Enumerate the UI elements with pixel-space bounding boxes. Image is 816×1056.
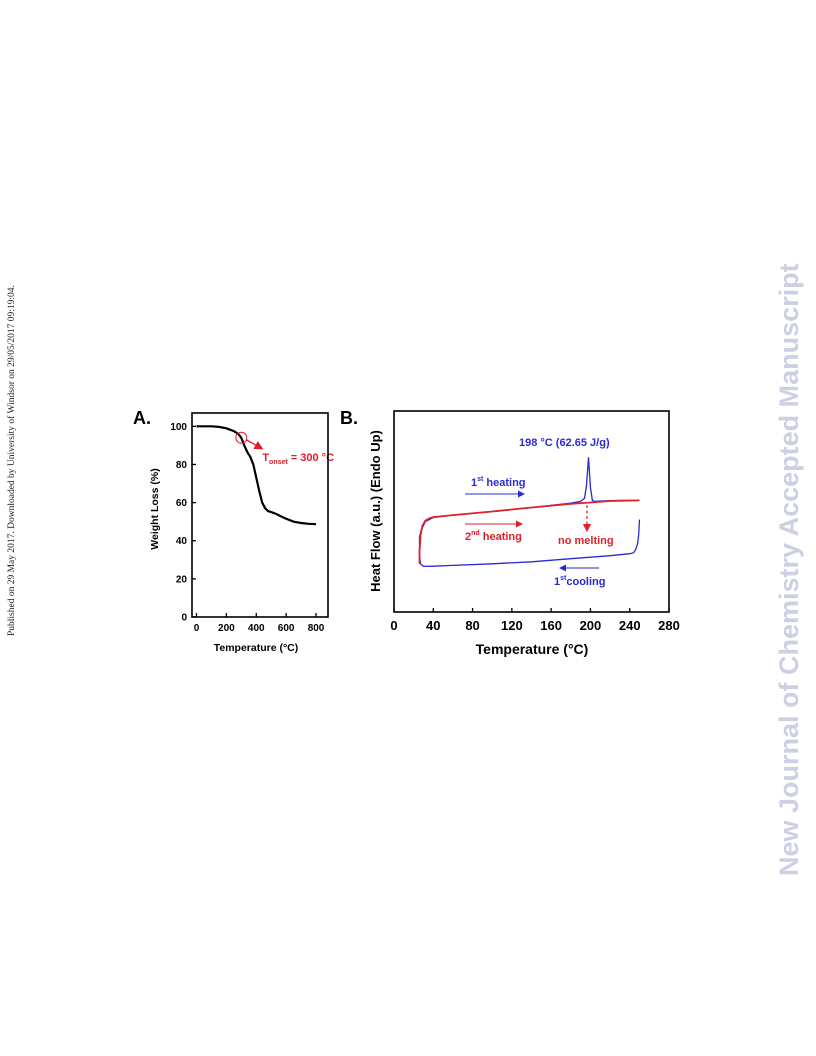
panel-a-xtick-label: 800 — [308, 623, 325, 634]
side-note-text: Published on 29 May 2017. Downloaded by … — [6, 285, 17, 636]
panel-b-xlabel: Temperature (°C) — [476, 641, 589, 657]
panel-b-ylabel: Heat Flow (a.u.) (Endo Up) — [368, 430, 383, 592]
panel-a-ytick-label: 20 — [176, 574, 188, 585]
panel-b-xtick-label: 0 — [390, 618, 397, 633]
first-heating-label: 1st heating — [471, 476, 526, 489]
fc-sup: st — [560, 575, 567, 582]
panel-a-xlabel: Temperature (°C) — [214, 642, 299, 654]
sh-sup: nd — [471, 530, 480, 537]
panel-b-label: B. — [340, 408, 358, 428]
panel-a-ylabel: Weight Loss (%) — [149, 468, 161, 549]
panel-b: B. 0 40 80 120 160 200 240 280 198 °C (62.65 J/… — [340, 408, 680, 657]
sh-num: 2 — [465, 531, 471, 543]
panel-a-onset-arrow — [246, 439, 264, 450]
fc-text: cooling — [566, 576, 605, 588]
peak-label: 198 °C (62.65 J/g) — [519, 437, 610, 449]
onset-sub: onset — [269, 459, 288, 466]
panel-b-frame — [393, 410, 670, 613]
panel-a-ytick-label: 0 — [181, 613, 187, 624]
panel-a-onset-label: Tonset = 300 °C — [262, 452, 334, 466]
panel-b-xtick-label: 160 — [540, 618, 562, 633]
panel-a-series-line — [196, 425, 317, 526]
second-heating-label: 2nd heating — [465, 530, 522, 543]
panel-a-onset-circle — [235, 431, 248, 444]
panel-b-x-axis: 0 40 80 120 160 200 240 280 — [390, 608, 680, 633]
panel-b-xtick-label: 120 — [501, 618, 523, 633]
panel-a-frame — [191, 412, 329, 618]
axes-frames — [191, 410, 670, 618]
panel-a-ytick-label: 100 — [170, 422, 187, 433]
no-melting-label: no melting — [558, 535, 614, 547]
first-cooling-label: 1stcooling — [554, 575, 605, 588]
panel-a-xtick-label: 400 — [248, 623, 265, 634]
sh-text: heating — [480, 531, 522, 543]
panel-b-series-1st-cooling — [418, 519, 641, 568]
panel-b-series-2nd-heating — [418, 499, 640, 564]
watermark-text: New Journal of Chemistry Accepted Manusc… — [774, 263, 804, 876]
panel-b-xtick-label: 80 — [465, 618, 479, 633]
panel-a-xtick-label: 200 — [218, 623, 235, 634]
panel-b-series-1st-heating — [418, 457, 640, 537]
panel-a-ytick-label: 80 — [176, 460, 188, 471]
panel-a-ytick-label: 60 — [176, 498, 188, 509]
panel-b-xtick-label: 240 — [619, 618, 641, 633]
panel-a: A. 0 200 400 600 800 0 20 40 60 80 100 Tonset = 3… — [133, 408, 334, 654]
panel-b-xtick-label: 280 — [658, 618, 680, 633]
fh-text: heating — [483, 477, 525, 489]
fh-num: 1 — [471, 477, 477, 489]
panel-b-xtick-label: 200 — [580, 618, 602, 633]
panel-a-x-axis: 0 200 400 600 800 — [194, 613, 325, 634]
panel-b-xtick-label: 40 — [426, 618, 440, 633]
onset-value: = 300 °C — [288, 452, 334, 464]
panel-a-label: A. — [133, 408, 151, 428]
fh-sup: st — [477, 476, 484, 483]
panel-a-xtick-label: 600 — [278, 623, 295, 634]
onset-t: T — [262, 452, 269, 464]
panel-a-ytick-label: 40 — [176, 536, 188, 547]
fc-num: 1 — [554, 576, 560, 588]
panel-a-xtick-label: 0 — [194, 623, 200, 634]
